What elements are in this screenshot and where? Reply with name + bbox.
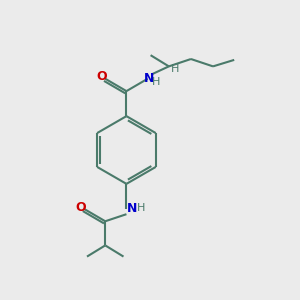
Text: N: N: [127, 202, 137, 215]
Text: O: O: [96, 70, 107, 83]
Text: H: H: [170, 64, 179, 74]
Text: N: N: [144, 72, 154, 85]
Text: O: O: [75, 201, 86, 214]
Text: H: H: [152, 77, 160, 87]
Text: H: H: [137, 203, 146, 213]
